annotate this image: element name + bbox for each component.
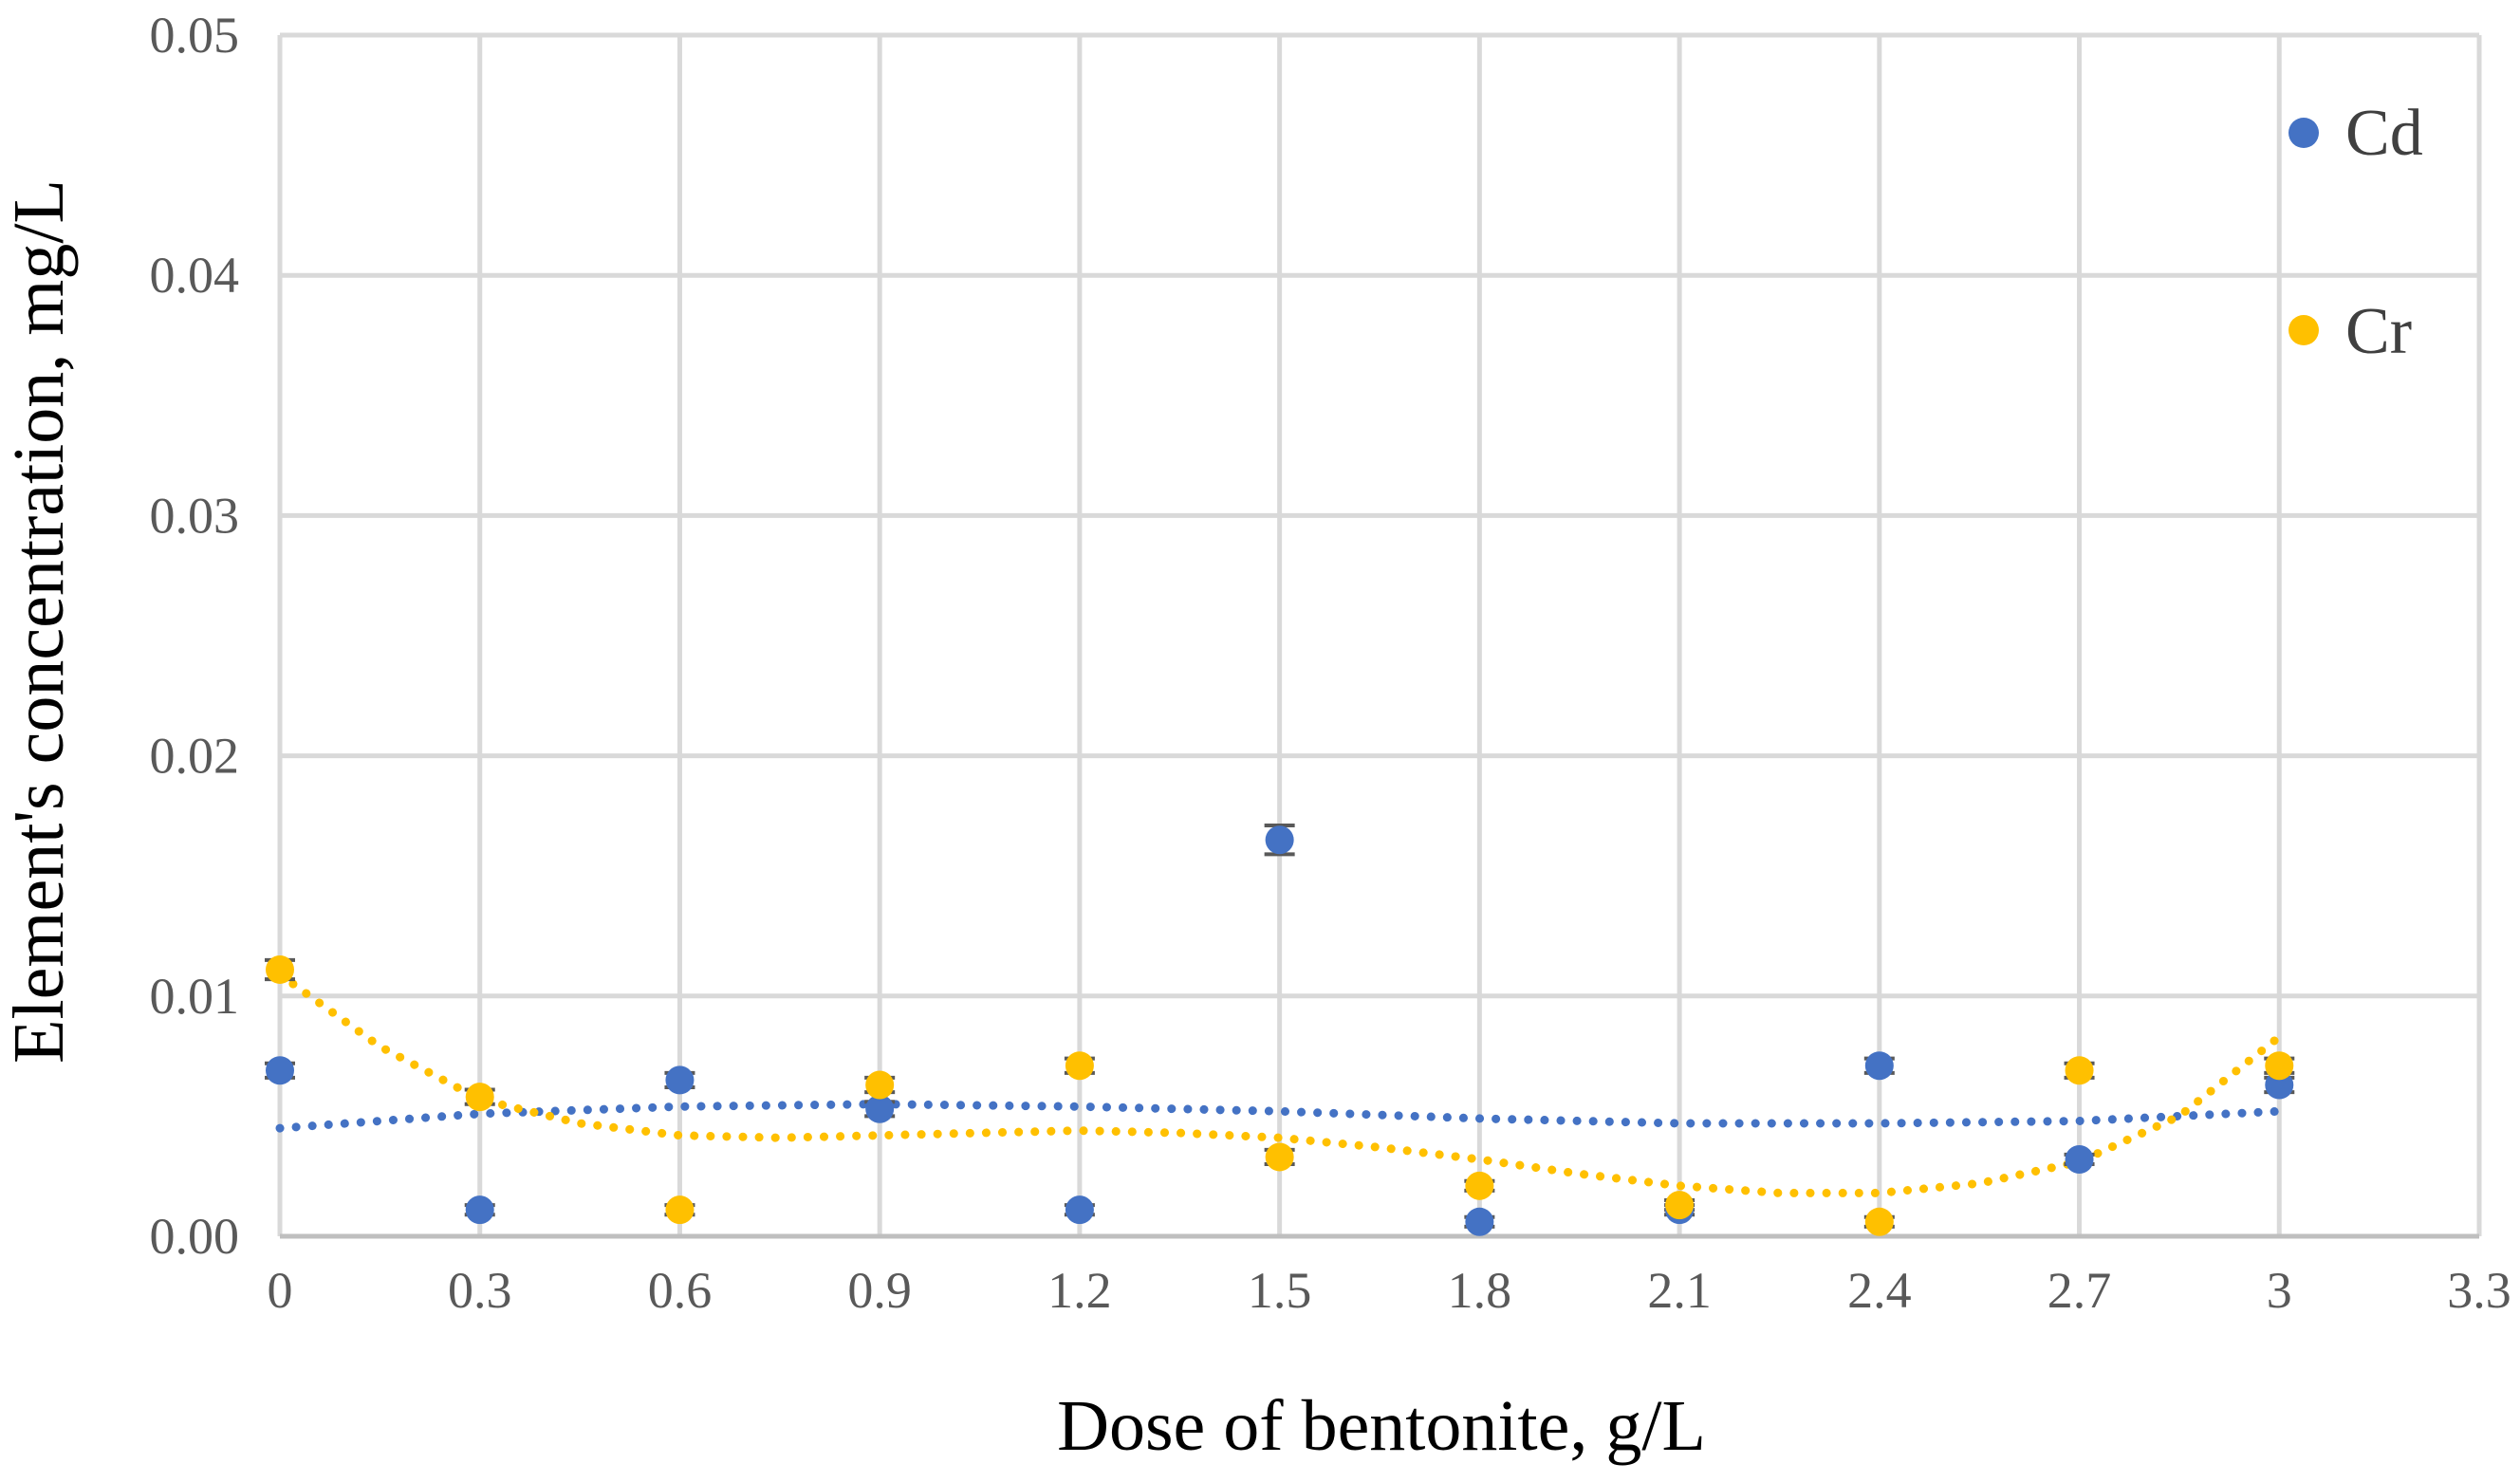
x-tick-label: 0.3 xyxy=(448,1262,512,1319)
y-tick-label: 0.01 xyxy=(150,968,240,1025)
x-tick-label: 2.7 xyxy=(2048,1262,2112,1319)
x-tick-label: 3 xyxy=(2267,1262,2292,1319)
y-tick-label: 0.04 xyxy=(150,247,240,304)
y-tick-label: 0.00 xyxy=(150,1208,240,1265)
point-cr xyxy=(266,954,294,984)
point-cd xyxy=(665,1065,695,1095)
legend-marker-cd xyxy=(2288,118,2319,148)
x-tick-label: 3.3 xyxy=(2447,1262,2511,1319)
y-tick-label: 0.03 xyxy=(150,487,240,544)
point-cd xyxy=(1864,1051,1894,1081)
point-cr xyxy=(865,1070,895,1100)
x-axis-ticks: 0 0.3 0.6 0.9 1.2 1.5 1.8 2.1 2.4 2.7 3 3.3 xyxy=(268,1262,2511,1319)
point-cd xyxy=(1265,825,1294,855)
trendlines xyxy=(275,970,2284,1197)
point-cr xyxy=(2065,1056,2094,1085)
x-axis-title: Dose of bentonite, g/L xyxy=(1057,1386,1706,1466)
point-cd xyxy=(266,1056,294,1085)
legend-label-cd: Cd xyxy=(2345,97,2423,170)
y-axis-ticks: 0.00 0.01 0.02 0.03 0.04 0.05 xyxy=(150,7,240,1265)
point-cd xyxy=(2065,1144,2094,1174)
data-points xyxy=(266,825,2294,1236)
trendline-cr xyxy=(275,970,2284,1197)
point-cd xyxy=(1065,1195,1094,1225)
legend-label-cr: Cr xyxy=(2345,295,2412,368)
legend-marker-cr xyxy=(2288,315,2319,345)
point-cr xyxy=(465,1083,494,1112)
x-tick-label: 0.9 xyxy=(847,1262,912,1319)
x-tick-label: 1.5 xyxy=(1248,1262,1312,1319)
legend: Cd Cr xyxy=(2288,97,2423,368)
point-cd xyxy=(865,1094,895,1123)
point-cr xyxy=(2265,1051,2294,1081)
x-tick-label: 0 xyxy=(268,1262,293,1319)
y-tick-label: 0.02 xyxy=(150,728,240,785)
point-cr xyxy=(1065,1051,1094,1081)
point-cr xyxy=(1465,1171,1494,1200)
point-cr xyxy=(665,1195,695,1225)
y-axis-title: Element's concentration, mg/L xyxy=(0,179,79,1064)
y-tick-label: 0.05 xyxy=(150,7,240,64)
x-tick-label: 1.2 xyxy=(1047,1262,1112,1319)
gridlines xyxy=(277,32,2482,1239)
x-tick-label: 0.6 xyxy=(648,1262,713,1319)
point-cr xyxy=(1864,1207,1894,1236)
x-tick-label: 1.8 xyxy=(1448,1262,1512,1319)
point-cr xyxy=(1665,1191,1695,1220)
x-tick-label: 2.1 xyxy=(1647,1262,1712,1319)
point-cr xyxy=(1265,1142,1294,1172)
point-cd xyxy=(1465,1207,1494,1236)
trendline-cd xyxy=(275,1100,2284,1133)
point-cd xyxy=(465,1195,494,1225)
x-tick-label: 2.4 xyxy=(1847,1262,1912,1319)
